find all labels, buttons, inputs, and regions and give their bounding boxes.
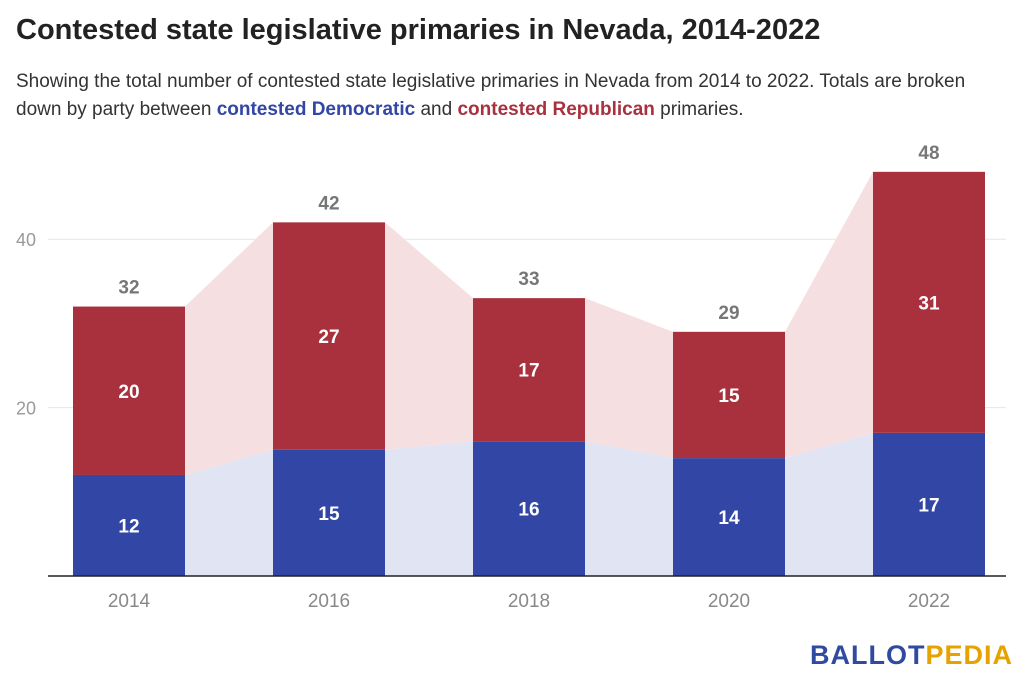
total-label-2018: 33 xyxy=(518,269,539,290)
democratic-connector-band xyxy=(585,441,673,576)
x-tick-label-2018: 2018 xyxy=(508,591,550,612)
bar-republican-2018 xyxy=(473,298,585,442)
x-tick-label-2014: 2014 xyxy=(108,591,151,612)
bar-republican-2016 xyxy=(273,222,385,450)
data-label-republican-2014: 20 xyxy=(118,382,139,403)
data-label-republican-2018: 17 xyxy=(518,361,539,382)
bar-democratic-2014 xyxy=(73,474,185,576)
total-label-2014: 32 xyxy=(118,278,139,299)
bar-republican-2020 xyxy=(673,331,785,459)
bar-democratic-2020 xyxy=(673,458,785,576)
data-label-republican-2016: 27 xyxy=(318,327,339,348)
x-tick-label-2020: 2020 xyxy=(708,591,750,612)
democratic-connector-band xyxy=(185,449,273,576)
total-label-2022: 48 xyxy=(918,143,939,164)
democratic-connector-band xyxy=(385,441,473,576)
subtitle-end: primaries. xyxy=(654,99,744,120)
subtitle-republican: contested Republican xyxy=(457,99,655,120)
y-tick-label-40: 40 xyxy=(16,230,36,250)
subtitle-democratic: contested Democratic xyxy=(216,99,416,120)
data-label-democratic-2014: 12 xyxy=(118,516,139,537)
bar-republican-2022 xyxy=(873,171,985,433)
chart-subtitle: Showing the total number of contested st… xyxy=(16,68,1006,124)
data-label-democratic-2018: 16 xyxy=(518,500,539,521)
chart-title: Contested state legislative primaries in… xyxy=(16,14,821,46)
data-label-democratic-2022: 17 xyxy=(918,495,939,516)
bar-democratic-2022 xyxy=(873,432,985,576)
x-tick-label-2016: 2016 xyxy=(308,591,350,612)
republican-connector-band xyxy=(385,222,473,450)
total-label-2020: 29 xyxy=(718,303,739,324)
bar-republican-2014 xyxy=(73,306,185,475)
logo-pedia: PEDIA xyxy=(925,640,1014,670)
x-tick-label-2022: 2022 xyxy=(908,591,950,612)
subtitle-and: and xyxy=(415,99,458,120)
republican-connector-band xyxy=(185,222,273,475)
ballotpedia-logo: BALLOTPEDIA xyxy=(810,640,1013,671)
logo-ballot: BALLOT xyxy=(810,640,926,670)
total-label-2016: 42 xyxy=(318,193,339,214)
data-label-republican-2022: 31 xyxy=(918,293,940,314)
bar-democratic-2018 xyxy=(473,441,585,576)
y-tick-label-20: 20 xyxy=(16,399,36,419)
data-label-republican-2020: 15 xyxy=(718,386,740,407)
data-label-democratic-2020: 14 xyxy=(718,508,740,529)
republican-connector-band xyxy=(585,298,673,459)
democratic-connector-band xyxy=(785,432,873,576)
bar-democratic-2016 xyxy=(273,449,385,576)
republican-connector-band xyxy=(785,171,873,459)
subtitle-text: Showing the total number of contested st… xyxy=(16,71,966,120)
data-label-democratic-2016: 15 xyxy=(318,504,340,525)
